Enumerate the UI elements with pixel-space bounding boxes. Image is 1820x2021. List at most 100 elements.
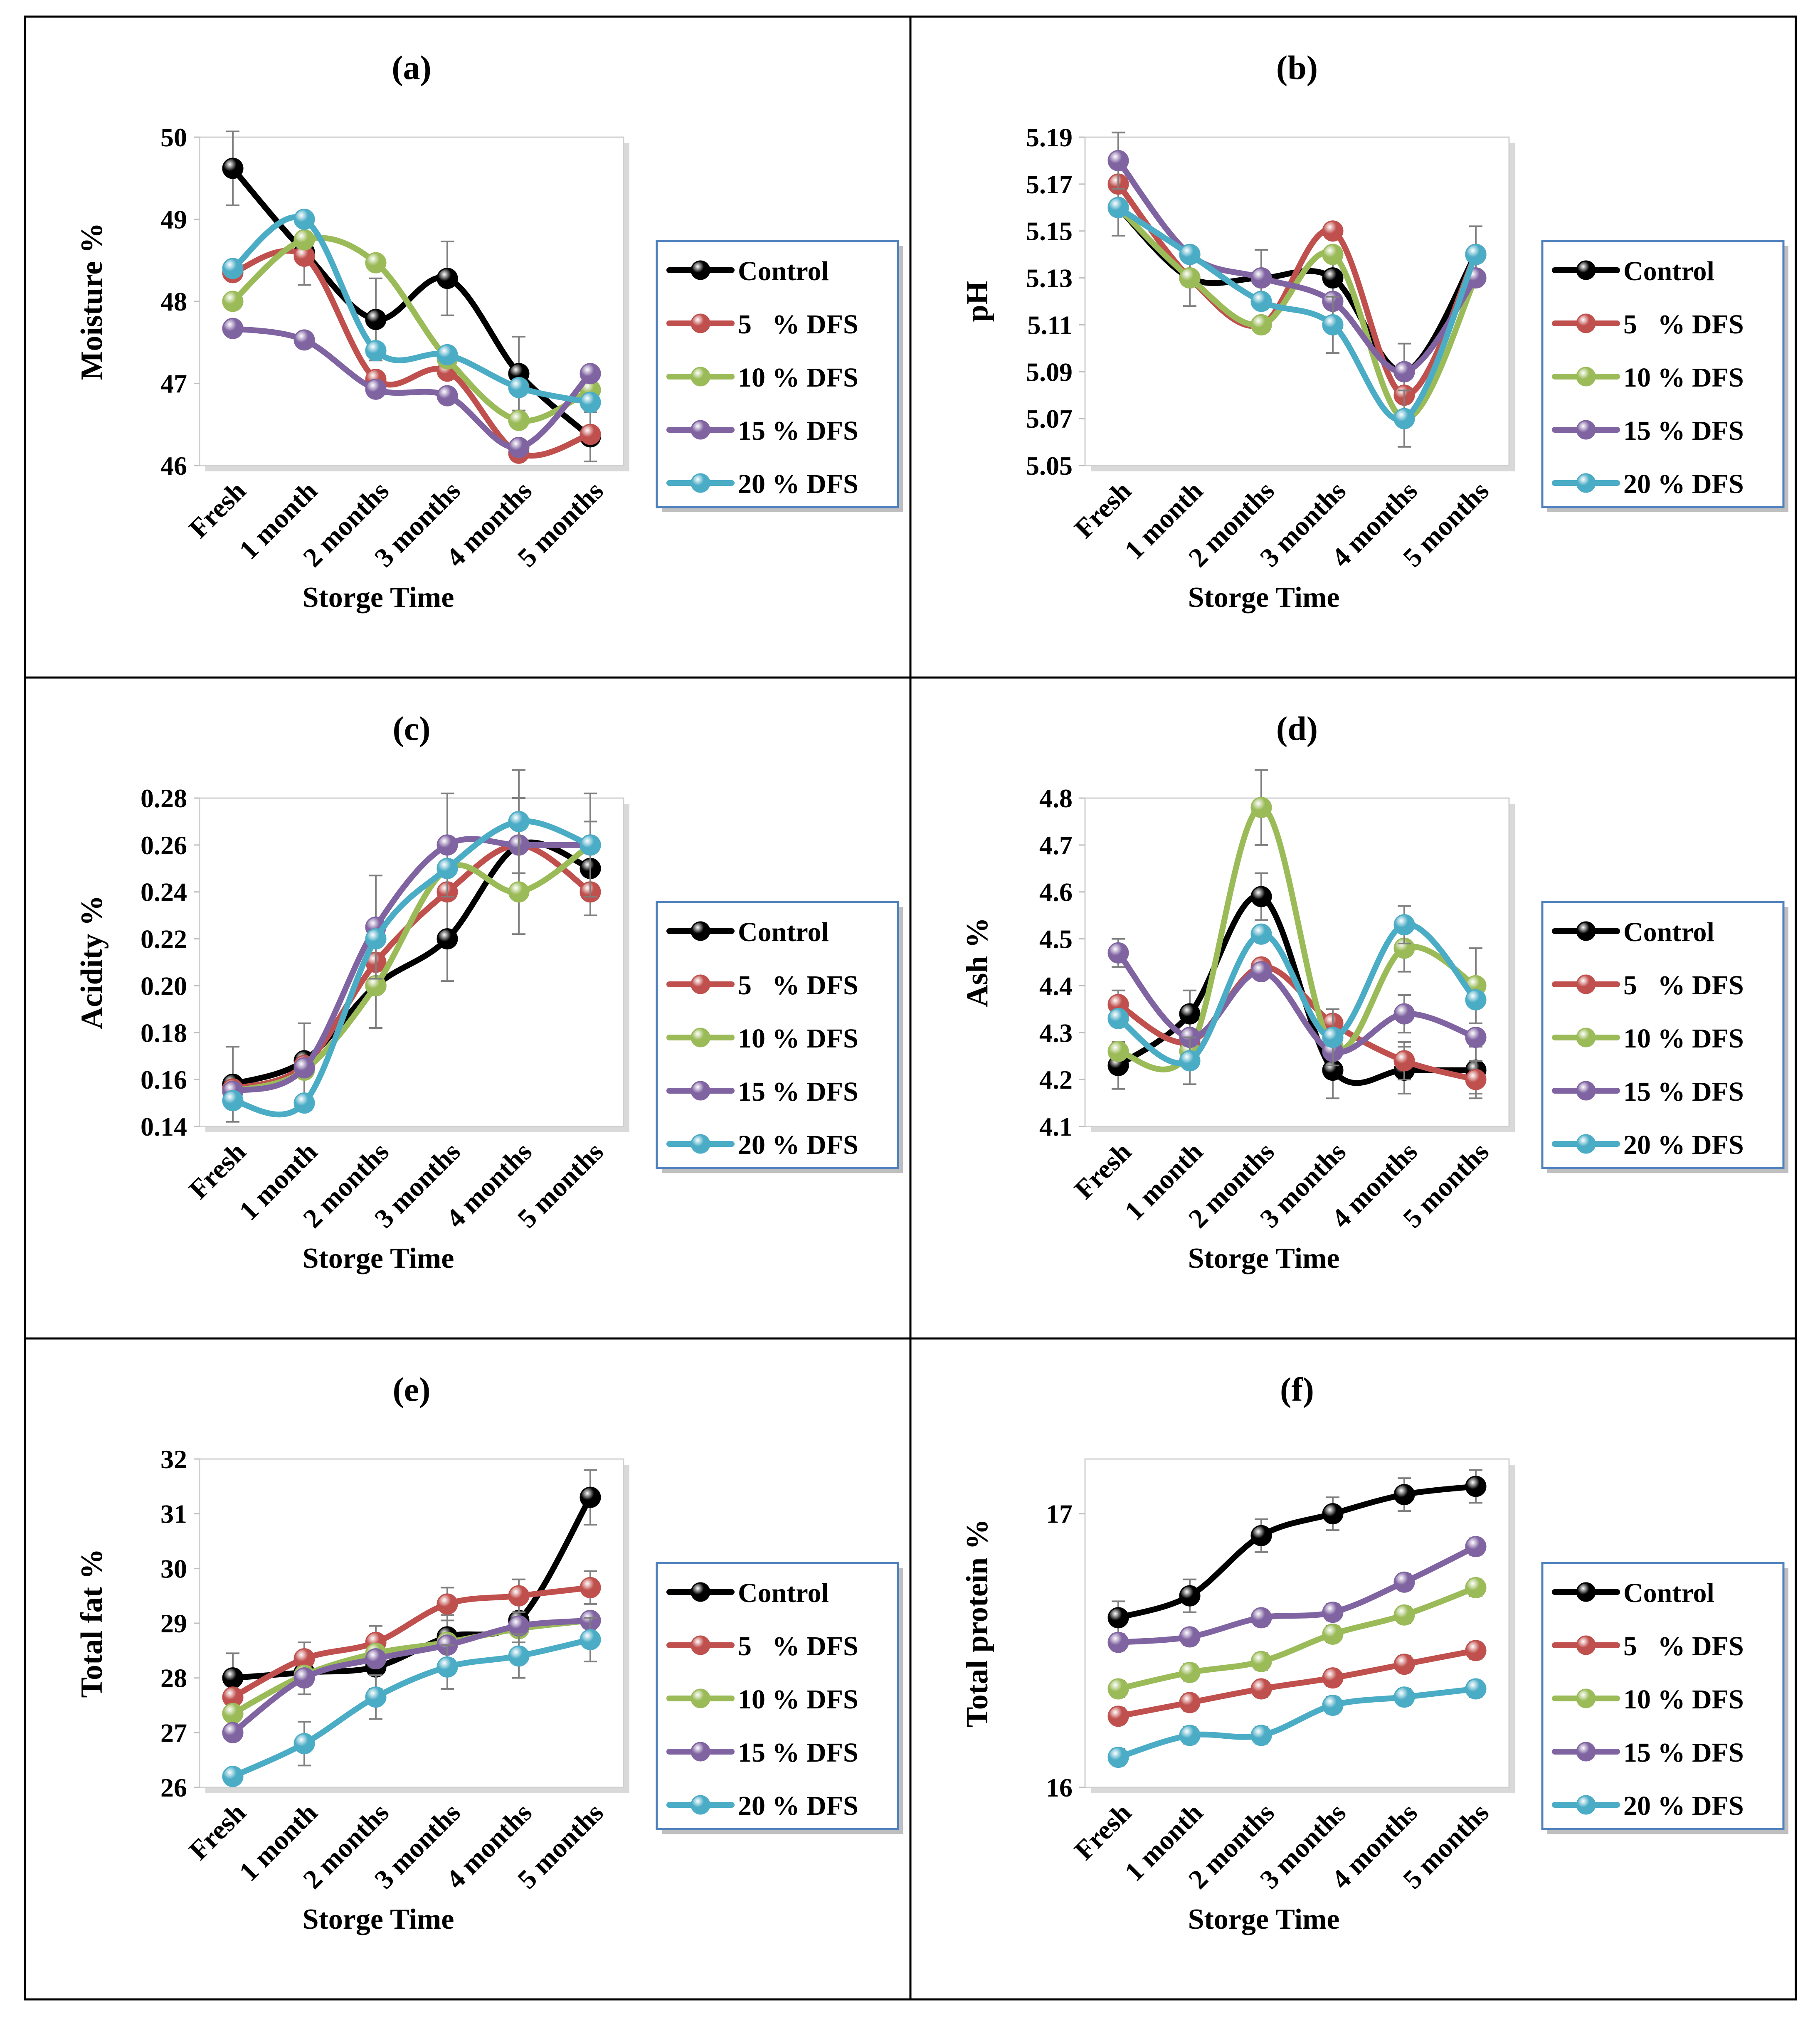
panel-b: (b) 5.05 5.07 5.09 5.11 5.13 5.15 5.17 5.19 pH Fre… bbox=[909, 15, 1797, 679]
data-point bbox=[1465, 1536, 1487, 1558]
data-point bbox=[1465, 989, 1487, 1010]
legend-entry: 5 % DFS bbox=[738, 309, 858, 340]
legend-swatch-marker bbox=[1576, 1795, 1596, 1815]
plot-b-area bbox=[1084, 136, 1510, 466]
data-point bbox=[437, 858, 458, 879]
data-point bbox=[1250, 1678, 1272, 1700]
data-point bbox=[1393, 361, 1415, 382]
chart-f-xlabel: Storge Time bbox=[1188, 1903, 1340, 1935]
data-point bbox=[222, 158, 244, 179]
chart-d-ylabel: Ash % bbox=[960, 917, 994, 1007]
chart-a-ylabel: Moisture % bbox=[75, 223, 109, 380]
y-tick-label: 31 bbox=[160, 1499, 187, 1529]
legend-entry: 5 % DFS bbox=[1623, 309, 1744, 340]
y-tick-label: 50 bbox=[160, 123, 187, 152]
data-point bbox=[1250, 1607, 1272, 1629]
legend-entry: 5 % DFS bbox=[738, 970, 858, 1001]
data-point bbox=[1322, 1503, 1344, 1525]
data-point bbox=[293, 1057, 315, 1079]
legend-entry: 20 % DFS bbox=[738, 1791, 858, 1821]
chart-b-svg: (b)5.055.075.095.115.135.155.175.19pHFre… bbox=[909, 15, 1797, 679]
legend-entry: Control bbox=[1623, 1578, 1714, 1608]
data-point bbox=[1250, 314, 1272, 335]
legend-swatch-marker bbox=[691, 974, 710, 994]
data-point bbox=[222, 1667, 244, 1689]
legend-entry: 20 % DFS bbox=[1623, 1130, 1744, 1160]
chart-b-title: (b) bbox=[1276, 49, 1318, 86]
data-point bbox=[1322, 267, 1344, 289]
data-point bbox=[508, 811, 530, 832]
y-tick-label: 46 bbox=[160, 451, 187, 481]
legend-entry: 20 % DFS bbox=[738, 1130, 858, 1160]
data-point bbox=[1322, 244, 1344, 265]
legend-swatch-marker bbox=[691, 260, 710, 280]
legend-swatch-marker bbox=[1576, 367, 1596, 387]
panel-d: (d) 4.1 4.2 4.3 4.4 4.5 4.6 4.7 4.8 Ash % Fresh 1 m… bbox=[909, 676, 1797, 1340]
data-point bbox=[1250, 923, 1272, 945]
legend-entry: 10 % DFS bbox=[1623, 362, 1744, 393]
data-point bbox=[508, 437, 530, 458]
legend-entry: Control bbox=[1623, 256, 1714, 286]
data-point bbox=[437, 1593, 458, 1615]
data-point bbox=[1107, 942, 1129, 964]
legend-swatch-marker bbox=[1576, 1635, 1596, 1655]
y-tick-label: 30 bbox=[160, 1554, 187, 1583]
chart-e-title: (e) bbox=[392, 1370, 430, 1408]
data-point bbox=[1107, 1747, 1129, 1768]
chart-c-title: (c) bbox=[392, 710, 430, 747]
data-point bbox=[1250, 1651, 1272, 1672]
data-point bbox=[1393, 408, 1415, 429]
panel-e: (e) 26 27 28 29 30 31 32 Total fat % Fresh 1 month… bbox=[24, 1337, 912, 2001]
y-tick-label: 0.28 bbox=[141, 784, 187, 813]
data-point bbox=[1250, 1725, 1272, 1746]
legend-entry: 5 % DFS bbox=[1623, 970, 1744, 1001]
data-point bbox=[580, 1577, 601, 1598]
data-point bbox=[1322, 220, 1344, 242]
data-point bbox=[437, 1656, 458, 1678]
legend-swatch-marker bbox=[691, 1028, 710, 1047]
data-point bbox=[365, 1648, 387, 1670]
data-point bbox=[437, 385, 458, 407]
panel-f: (f) 16 17 Total protein % Fresh 1 month 2 mont… bbox=[909, 1337, 1797, 2001]
legend-swatch-marker bbox=[1576, 1028, 1596, 1047]
data-point bbox=[1393, 1484, 1415, 1506]
legend-swatch-marker bbox=[1576, 921, 1596, 941]
data-point bbox=[1393, 1571, 1415, 1593]
legend-swatch-marker bbox=[1576, 1582, 1596, 1602]
data-point bbox=[508, 1615, 530, 1637]
data-point bbox=[1107, 1607, 1129, 1629]
legend-entry: 10 % DFS bbox=[1623, 1023, 1744, 1054]
legend-swatch-marker bbox=[691, 420, 710, 440]
y-tick-label: 0.20 bbox=[141, 971, 187, 1001]
legend-swatch-marker bbox=[691, 1742, 710, 1762]
legend-entry: 5 % DFS bbox=[738, 1631, 858, 1661]
data-point bbox=[1107, 1706, 1129, 1727]
data-point bbox=[580, 392, 601, 413]
y-tick-label: 5.19 bbox=[1026, 123, 1073, 152]
legend-entry: Control bbox=[738, 256, 829, 286]
y-tick-label: 32 bbox=[160, 1444, 187, 1474]
legend-swatch-marker bbox=[1576, 473, 1596, 493]
data-point bbox=[1250, 291, 1272, 312]
y-tick-label: 28 bbox=[160, 1664, 187, 1693]
y-tick-label: 4.2 bbox=[1039, 1065, 1073, 1094]
y-tick-label: 4.7 bbox=[1039, 831, 1073, 860]
data-point bbox=[580, 1629, 601, 1650]
data-point bbox=[365, 340, 387, 361]
data-point bbox=[1322, 314, 1344, 335]
legend-entry: Control bbox=[738, 917, 829, 947]
data-point bbox=[1179, 267, 1201, 289]
y-tick-label: 5.13 bbox=[1026, 264, 1073, 293]
data-point bbox=[1107, 150, 1129, 171]
legend-swatch-marker bbox=[691, 313, 710, 333]
data-point bbox=[1393, 1654, 1415, 1675]
legend-entry: 20 % DFS bbox=[1623, 1791, 1744, 1821]
legend-entry: Control bbox=[1623, 917, 1714, 947]
y-tick-label: 16 bbox=[1046, 1773, 1073, 1802]
legend-swatch-marker bbox=[691, 1688, 710, 1708]
y-tick-label: 0.16 bbox=[141, 1065, 187, 1094]
legend-entry: 10 % DFS bbox=[738, 362, 858, 393]
data-point bbox=[437, 344, 458, 365]
data-point bbox=[580, 424, 601, 445]
